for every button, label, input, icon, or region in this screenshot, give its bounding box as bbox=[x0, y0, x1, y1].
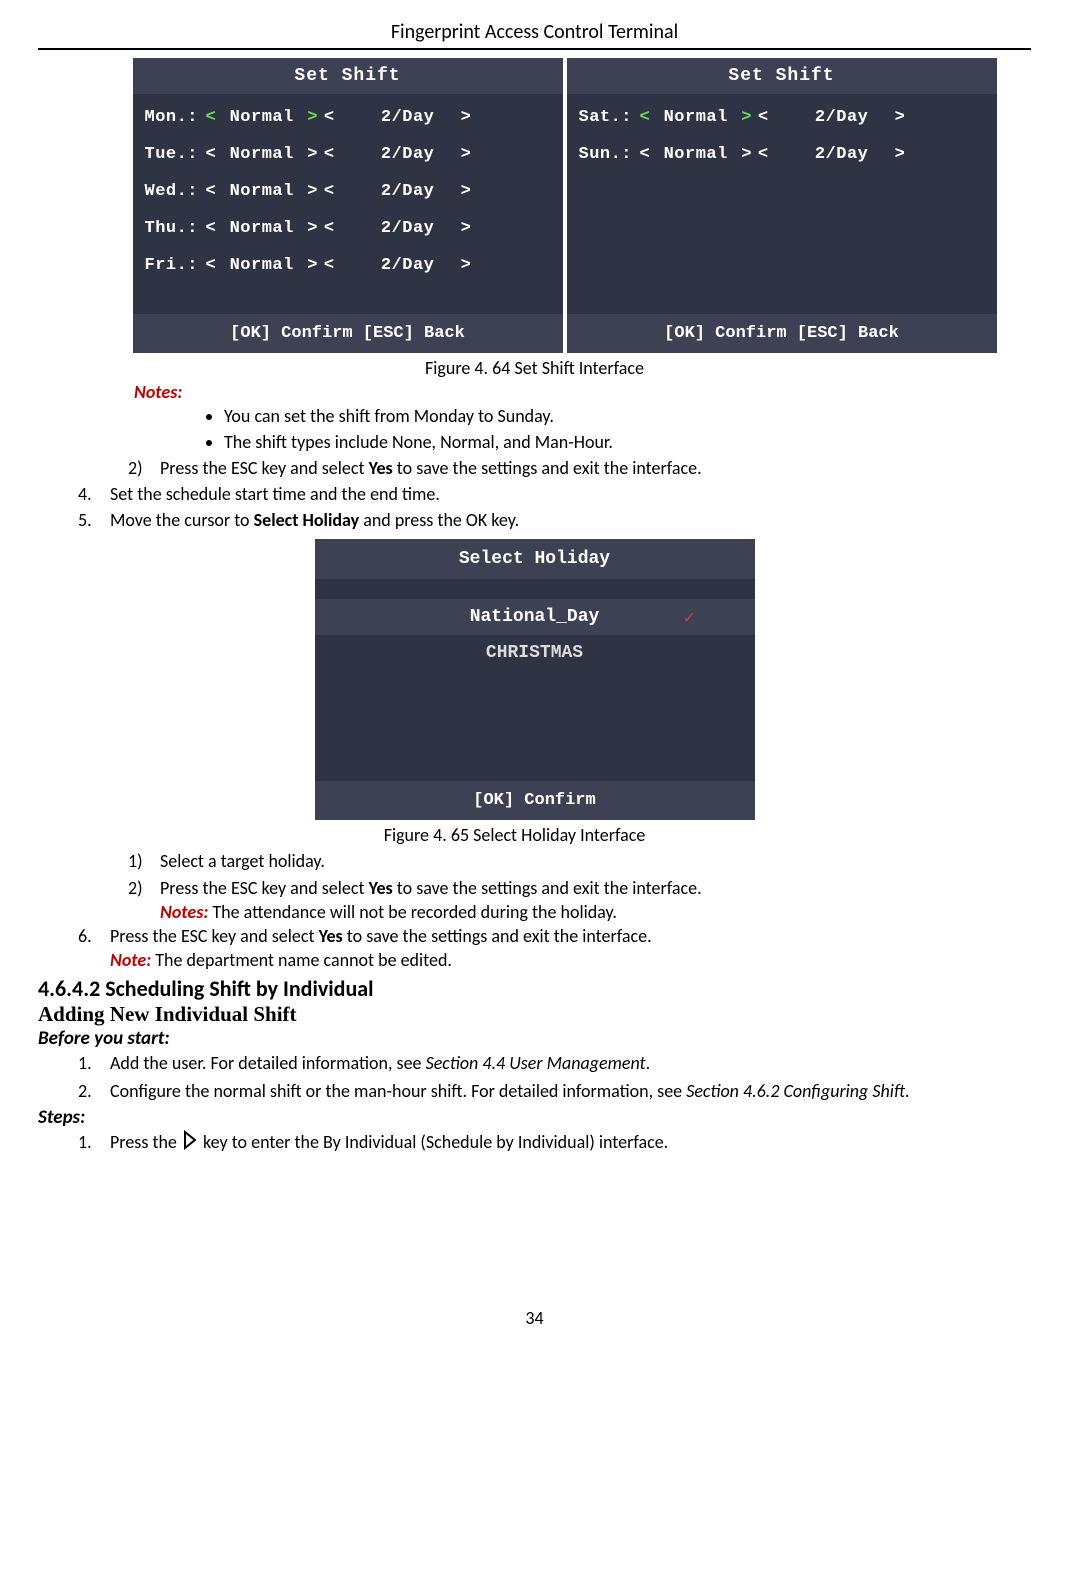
step-item: 5. Move the cursor to Select Holiday and… bbox=[78, 507, 1031, 533]
chevron-left-icon: < bbox=[637, 108, 654, 127]
shift-row-tue: Tue.: < Normal > < 2/Day > bbox=[145, 145, 551, 164]
page-header: Fingerprint Access Control Terminal bbox=[38, 20, 1031, 50]
panel-footer: [OK] Confirm [ESC] Back bbox=[133, 314, 563, 353]
substep-item: 2) Press the ESC key and select Yes to s… bbox=[128, 455, 1031, 481]
page-number: 34 bbox=[38, 1307, 1031, 1329]
panel-footer: [OK] Confirm [ESC] Back bbox=[567, 314, 997, 353]
panel-footer: [OK] Confirm bbox=[315, 781, 755, 820]
substep-item: 2) Press the ESC key and select Yes to s… bbox=[128, 875, 1031, 901]
shift-row-mon: Mon.: < Normal > < 2/Day > bbox=[145, 108, 551, 127]
figure-caption-64: Figure 4. 64 Set Shift Interface bbox=[38, 357, 1031, 379]
panel-title: Set Shift bbox=[567, 58, 997, 94]
note-line: Note: The department name cannot be edit… bbox=[110, 949, 1031, 971]
panel-title: Set Shift bbox=[133, 58, 563, 94]
substep-item: 1) Select a target holiday. bbox=[128, 848, 1031, 874]
holiday-item: CHRISTMAS bbox=[315, 635, 755, 671]
chevron-right-icon: > bbox=[304, 108, 321, 127]
set-shift-screenshot: Set Shift Mon.: < Normal > < 2/Day > Tue… bbox=[98, 58, 1031, 353]
figure-caption-65: Figure 4. 65 Select Holiday Interface bbox=[0, 824, 1031, 846]
chevron-left-icon: < bbox=[203, 108, 220, 127]
select-holiday-screenshot: Select Holiday National_Day ✓ CHRISTMAS … bbox=[38, 539, 1031, 820]
shift-row-wed: Wed.: < Normal > < 2/Day > bbox=[145, 182, 551, 201]
bullet-item: The shift types include None, Normal, an… bbox=[224, 429, 1031, 455]
subsection-heading: Adding New Individual Shift bbox=[38, 1002, 1031, 1027]
step-item: 6. Press the ESC key and select Yes to s… bbox=[78, 923, 1031, 949]
list-item: 1. Add the user. For detailed informatio… bbox=[78, 1050, 1031, 1076]
shift-row-thu: Thu.: < Normal > < 2/Day > bbox=[145, 219, 551, 238]
shift-row-sat: Sat.: < Normal > < 2/Day > bbox=[579, 108, 985, 127]
panel-title: Select Holiday bbox=[315, 539, 755, 579]
set-shift-panel-left: Set Shift Mon.: < Normal > < 2/Day > Tue… bbox=[133, 58, 563, 353]
list-item: 2. Configure the normal shift or the man… bbox=[78, 1078, 1031, 1104]
chevron-right-icon bbox=[181, 1130, 199, 1157]
shift-row-sun: Sun.: < Normal > < 2/Day > bbox=[579, 145, 985, 164]
notes-line: Notes: The attendance will not be record… bbox=[160, 901, 1031, 923]
set-shift-panel-right: Set Shift Sat.: < Normal > < 2/Day > Sun… bbox=[567, 58, 997, 353]
bullet-item: You can set the shift from Monday to Sun… bbox=[224, 403, 1031, 429]
shift-row-fri: Fri.: < Normal > < 2/Day > bbox=[145, 256, 551, 275]
section-heading: 4.6.4.2 Scheduling Shift by Individual bbox=[38, 975, 1031, 1002]
holiday-item-selected: National_Day ✓ bbox=[315, 599, 755, 635]
chevron-right-icon: > bbox=[738, 108, 755, 127]
check-icon: ✓ bbox=[684, 607, 695, 629]
list-item: 1. Press the key to enter the By Individ… bbox=[78, 1129, 1031, 1157]
notes-label: Notes: bbox=[134, 381, 1031, 403]
step-item: 4. Set the schedule start time and the e… bbox=[78, 481, 1031, 507]
steps-label: Steps: bbox=[38, 1106, 1031, 1129]
before-you-start-label: Before you start: bbox=[38, 1027, 1031, 1050]
